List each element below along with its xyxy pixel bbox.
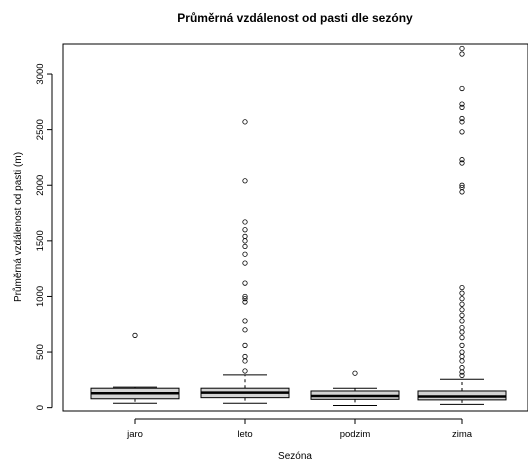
x-axis-title: Sezóna — [278, 451, 312, 462]
outlier-point — [459, 334, 465, 341]
outlier-point — [242, 318, 248, 324]
box-leto — [200, 119, 290, 404]
box-jaro — [90, 332, 180, 404]
y-axis: 0 500 1000 1500 2000 2500 3000 — [35, 63, 53, 410]
outlier-point — [459, 329, 465, 335]
outlier-point — [459, 85, 465, 92]
outlier-point — [459, 184, 465, 191]
chart-title: Průměrná vzdálenost od pasti dle sezóny — [177, 11, 413, 25]
outlier-point — [242, 260, 248, 266]
box-podzim — [310, 370, 400, 406]
outlier-point — [459, 301, 465, 307]
outlier-point — [459, 115, 465, 122]
outlier-point — [459, 284, 465, 291]
outlier-point — [459, 369, 465, 375]
boxes — [90, 45, 507, 406]
outlier-point — [459, 296, 465, 302]
outlier-point — [459, 189, 465, 195]
outlier-point — [459, 318, 465, 324]
outlier-point — [242, 327, 248, 333]
outlier-point — [242, 293, 248, 300]
x-tick-label: zima — [452, 429, 473, 440]
outlier-point — [242, 227, 248, 233]
outlier-point — [459, 160, 465, 166]
y-tick-label: 0 — [35, 405, 46, 410]
outlier-point — [459, 104, 465, 110]
outlier-point — [459, 307, 465, 313]
x-axis: jaro leto podzim zima — [126, 418, 473, 440]
outlier-point — [352, 370, 358, 376]
outlier-point — [242, 353, 248, 360]
y-tick-label: 3000 — [35, 63, 46, 84]
y-tick-label: 1500 — [35, 230, 46, 251]
outlier-point — [459, 45, 465, 52]
outlier-point — [459, 353, 465, 360]
y-tick-label: 2000 — [35, 175, 46, 196]
y-axis-title: Průměrná vzdálenost od pasti (m) — [12, 152, 24, 302]
outlier-point — [242, 368, 248, 374]
outlier-point — [459, 101, 465, 107]
box-zima — [417, 45, 507, 405]
outlier-point — [459, 365, 465, 371]
outlier-point — [459, 182, 465, 188]
outlier-point — [459, 312, 465, 318]
outlier-point — [242, 358, 248, 364]
plot-frame — [62, 43, 528, 412]
outlier-point — [242, 296, 248, 302]
x-tick-label: leto — [237, 429, 252, 440]
outlier-point — [459, 119, 465, 125]
outlier-point — [459, 290, 465, 296]
y-tick-label: 500 — [35, 344, 46, 360]
outlier-point — [459, 157, 465, 163]
outlier-point — [242, 119, 248, 125]
outlier-point — [459, 372, 465, 379]
outlier-point — [459, 51, 465, 57]
outlier-point — [132, 332, 138, 338]
outlier-point — [459, 342, 465, 348]
outlier-point — [242, 238, 248, 244]
outlier-point — [242, 219, 248, 225]
outlier-point — [242, 280, 248, 286]
outlier-point — [242, 178, 248, 184]
outlier-point — [459, 349, 465, 355]
x-tick-label: jaro — [126, 429, 143, 440]
x-tick-label: podzim — [340, 429, 371, 440]
y-tick-label: 2500 — [35, 119, 46, 140]
outlier-point — [242, 299, 248, 305]
outlier-point — [459, 129, 465, 135]
outlier-point — [242, 251, 248, 257]
y-tick-label: 1000 — [35, 286, 46, 307]
outlier-point — [459, 358, 465, 364]
outlier-point — [242, 243, 248, 250]
outlier-point — [459, 324, 465, 331]
outlier-point — [242, 233, 248, 239]
outlier-point — [242, 342, 248, 348]
